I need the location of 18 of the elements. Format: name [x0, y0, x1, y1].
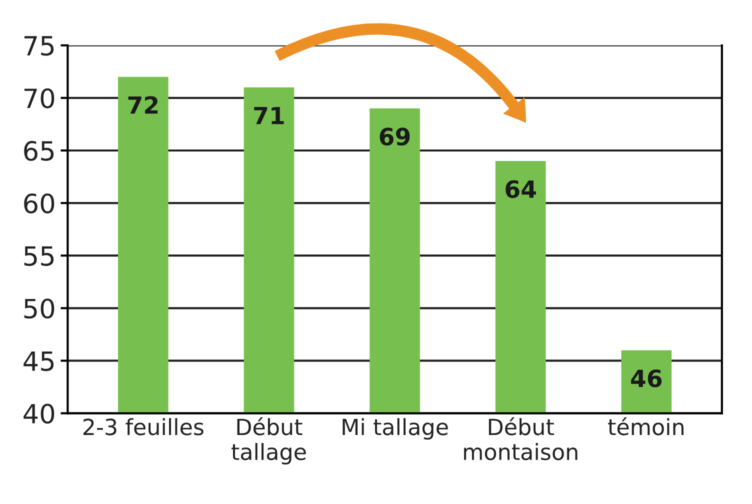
y-tick-label: 55 — [24, 246, 54, 266]
x-tick-label: Mi tallage — [342, 418, 448, 440]
y-tick-label: 70 — [24, 88, 54, 108]
y-tick-label: 65 — [24, 140, 54, 161]
data-label: 46 — [631, 369, 662, 388]
x-tick-label: Début montaison — [464, 417, 578, 460]
x-tick-label: témoin — [608, 417, 684, 436]
y-tick-label: 40 — [24, 404, 54, 424]
data-label: 71 — [254, 106, 284, 124]
y-tick-label: 45 — [24, 352, 54, 372]
y-tick-label: 60 — [24, 193, 54, 214]
x-tick-label: Début tallage — [232, 417, 306, 465]
data-label: 64 — [506, 180, 536, 198]
y-tick-label: 50 — [24, 298, 54, 319]
data-label: 69 — [380, 128, 410, 146]
y-tick-label: 75 — [24, 36, 54, 56]
data-label: 72 — [128, 96, 158, 114]
x-tick-label: 2-3 feuilles — [83, 418, 204, 436]
